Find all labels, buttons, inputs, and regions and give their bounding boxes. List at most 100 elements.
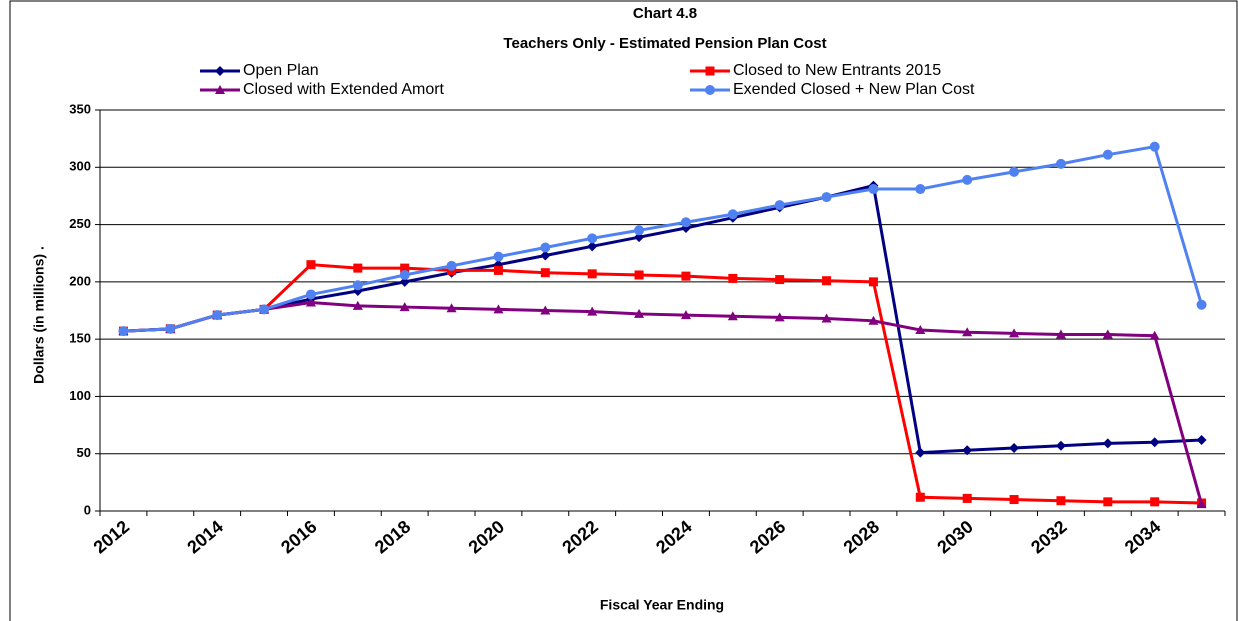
marker <box>915 324 926 334</box>
x-tick-label: 2012 <box>90 516 134 557</box>
legend-label: Exended Closed + New Plan Cost <box>733 81 975 98</box>
marker <box>1055 158 1066 169</box>
marker <box>1149 330 1160 340</box>
x-tick-label: 2032 <box>1027 516 1071 557</box>
marker <box>727 209 738 220</box>
marker <box>1009 495 1019 505</box>
marker <box>587 306 598 316</box>
marker <box>118 326 129 337</box>
x-tick-label: 2016 <box>277 516 321 557</box>
marker <box>634 232 645 243</box>
marker <box>400 263 410 273</box>
marker <box>728 273 738 283</box>
marker <box>540 305 551 315</box>
marker <box>1150 497 1160 507</box>
marker <box>1009 442 1020 453</box>
marker <box>1102 329 1113 339</box>
x-tick-label: 2014 <box>183 516 227 557</box>
marker <box>1149 141 1160 152</box>
marker <box>259 304 270 315</box>
marker <box>306 260 316 270</box>
marker <box>352 280 363 291</box>
marker <box>727 311 738 321</box>
series-line <box>123 144 1203 333</box>
marker <box>352 300 363 310</box>
series-line <box>123 183 1202 455</box>
marker <box>399 276 410 287</box>
marker <box>540 250 551 261</box>
marker <box>821 192 832 203</box>
marker <box>305 297 316 307</box>
y-tick-label: 250 <box>69 216 91 231</box>
marker <box>1055 329 1066 339</box>
x-tick-label: 2028 <box>840 516 884 557</box>
marker <box>1196 299 1207 310</box>
marker <box>915 184 926 195</box>
x-tick-label: 2020 <box>465 516 509 557</box>
marker <box>353 263 363 273</box>
marker <box>821 313 832 323</box>
marker <box>1103 497 1113 507</box>
marker <box>215 85 225 94</box>
marker <box>705 85 715 95</box>
marker <box>399 302 410 312</box>
marker <box>493 265 503 275</box>
x-axis-label: Fiscal Year Ending <box>600 597 724 613</box>
marker <box>681 271 691 281</box>
x-tick-label: 2030 <box>933 516 977 557</box>
marker <box>1102 149 1113 160</box>
marker <box>587 233 598 244</box>
marker <box>305 289 316 300</box>
marker <box>962 327 973 337</box>
marker <box>634 270 644 280</box>
marker <box>868 184 879 195</box>
marker <box>1196 434 1207 445</box>
marker <box>165 323 176 334</box>
marker <box>705 66 715 76</box>
y-tick-label: 0 <box>84 502 91 517</box>
marker <box>915 447 926 458</box>
marker <box>822 276 832 286</box>
marker <box>493 251 504 262</box>
legend-label: Closed with Extended Amort <box>243 81 445 98</box>
marker <box>634 225 645 236</box>
y-tick-label: 150 <box>69 331 91 346</box>
y-tick-label: 350 <box>69 101 91 116</box>
marker <box>868 315 879 325</box>
chart-frame <box>9 0 1238 621</box>
marker <box>493 304 504 314</box>
marker <box>775 275 785 285</box>
y-tick-label: 200 <box>69 273 91 288</box>
marker <box>634 308 645 318</box>
marker <box>680 217 691 228</box>
y-tick-label: 50 <box>77 445 91 460</box>
marker <box>774 312 785 322</box>
marker <box>1009 166 1020 177</box>
marker <box>868 277 878 287</box>
marker <box>540 268 550 278</box>
marker <box>399 269 410 280</box>
legend-label: Open Plan <box>243 62 319 79</box>
marker <box>1196 499 1207 509</box>
marker <box>1149 437 1160 448</box>
x-tick-label: 2026 <box>746 516 790 557</box>
y-axis-label: Dollars (in millions) . <box>31 246 47 384</box>
marker <box>446 303 457 313</box>
marker <box>587 241 598 252</box>
y-tick-label: 100 <box>69 388 91 403</box>
marker <box>680 310 691 320</box>
marker <box>915 492 925 502</box>
marker <box>1102 438 1113 449</box>
marker <box>215 66 225 76</box>
series-line <box>123 263 1202 505</box>
marker <box>446 260 457 271</box>
marker <box>962 493 972 503</box>
x-tick-label: 2034 <box>1121 516 1165 557</box>
chart-subtitle: Teachers Only - Estimated Pension Plan C… <box>503 35 826 52</box>
marker <box>774 200 785 211</box>
legend-label: Closed to New Entrants 2015 <box>733 62 941 79</box>
marker <box>540 242 551 253</box>
x-tick-label: 2024 <box>652 516 696 557</box>
